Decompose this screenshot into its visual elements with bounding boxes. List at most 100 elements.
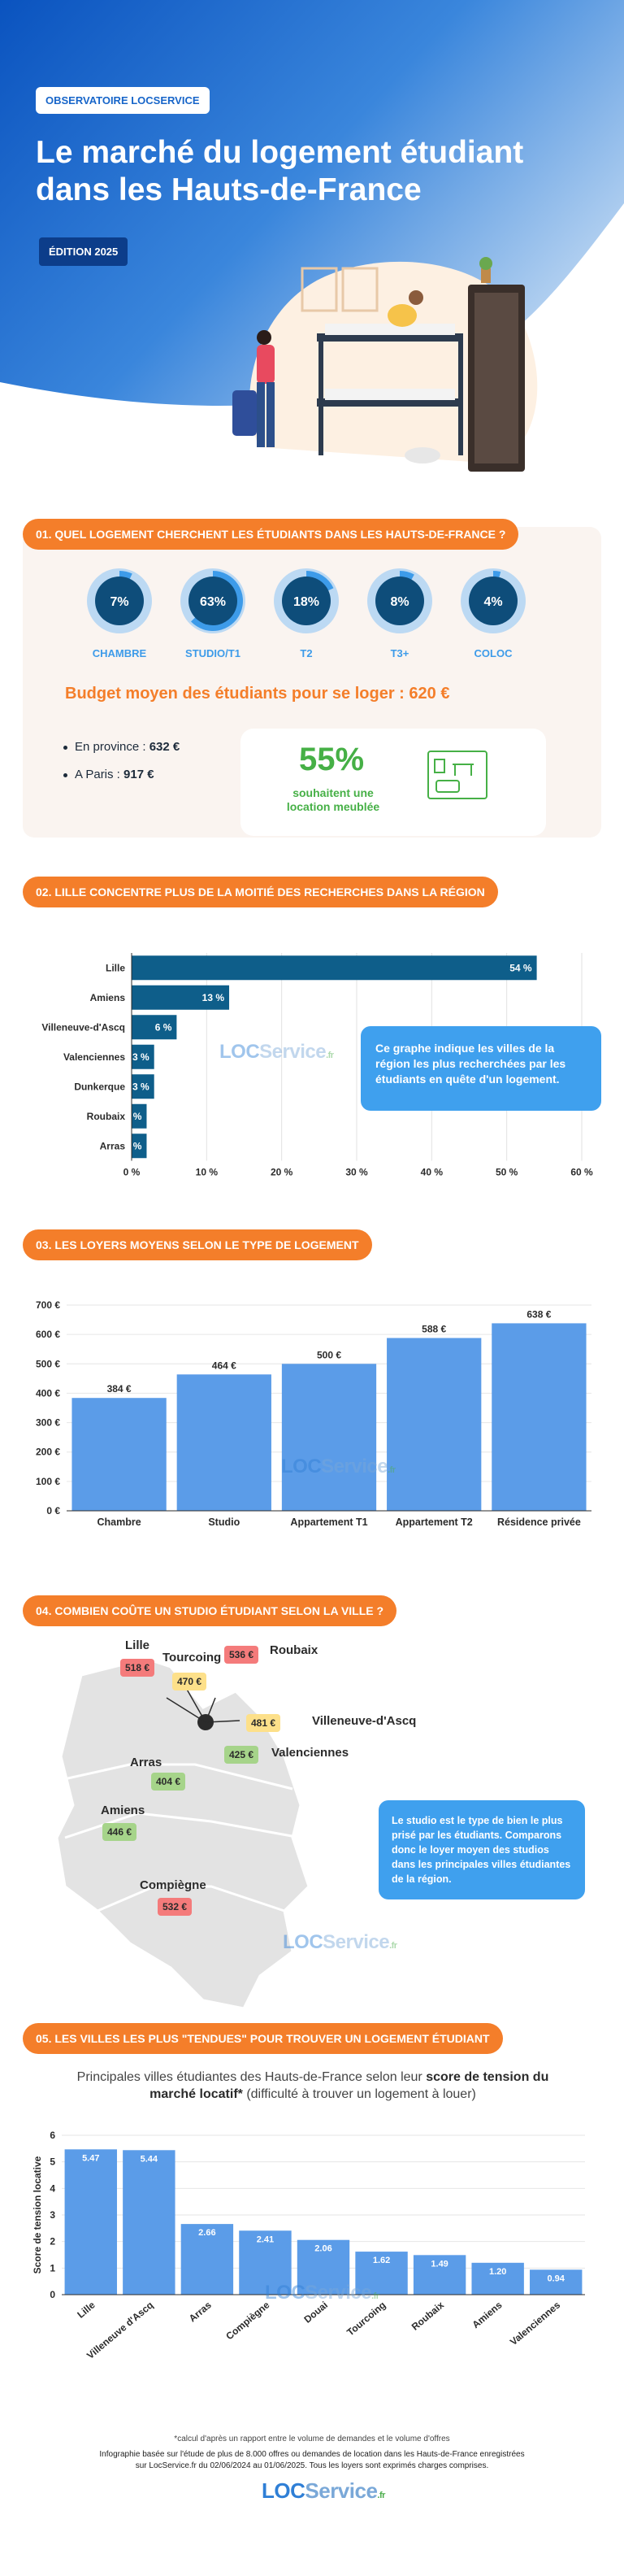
page-title: Le marché du logement étudiant dans les … xyxy=(36,134,604,209)
data-label: 5.44 xyxy=(141,2154,158,2164)
bar xyxy=(281,1364,377,1511)
donut-label: T2 xyxy=(300,647,313,659)
donut-value: 8% xyxy=(390,595,409,609)
bar xyxy=(180,2224,234,2295)
section3-title: 03. LES LOYERS MOYENS SELON LE TYPE DE L… xyxy=(23,1229,372,1260)
map-city-name: Compiègne xyxy=(140,1878,206,1892)
paris-budget: A Paris : 917 € xyxy=(63,768,154,781)
donut-1: 63% xyxy=(180,568,245,633)
bar xyxy=(132,1074,154,1099)
locservice-watermark-4: LOCService.fr xyxy=(265,2282,379,2304)
y-tick-label: 0 € xyxy=(46,1505,60,1516)
section4-callout: Le studio est le type de bien le plus pr… xyxy=(379,1800,585,1899)
data-label: 464 € xyxy=(212,1360,236,1371)
donut-center xyxy=(375,577,424,625)
category-label: Valenciennes xyxy=(63,1051,125,1063)
data-label: 1.20 xyxy=(489,2267,506,2277)
data-label: 1.62 xyxy=(373,2256,390,2265)
category-label: Roubaix xyxy=(87,1111,126,1122)
map-price-tag: 532 € xyxy=(158,1898,193,1916)
data-label: 384 € xyxy=(107,1383,132,1395)
donut-center xyxy=(95,577,144,625)
y-tick-label: 2 xyxy=(50,2236,55,2247)
x-tick-label: 20 % xyxy=(271,1167,293,1178)
map-city-name: Roubaix xyxy=(270,1643,318,1657)
x-tick-label: 50 % xyxy=(496,1167,518,1178)
data-label: 3 % xyxy=(132,1081,150,1092)
y-axis-label: Score de tension locative xyxy=(32,2156,43,2274)
category-label: Studio xyxy=(208,1516,240,1528)
category-label: Amiens xyxy=(90,992,126,1003)
bar xyxy=(176,1374,271,1511)
y-tick-label: 5 xyxy=(50,2156,55,2168)
data-label: 5.47 xyxy=(82,2153,99,2163)
donut-label: COLOC xyxy=(474,647,513,659)
data-label: 638 € xyxy=(526,1308,551,1320)
category-label: Résidence privée xyxy=(497,1516,581,1528)
donut-value: 7% xyxy=(110,595,128,609)
rent-by-type-chart: 0 € 100 € 200 € 300 € 400 € 500 € 600 € 700 € 38… xyxy=(36,1299,592,1528)
donut-3: 8% xyxy=(367,568,432,633)
locservice-watermark: LOCService.fr xyxy=(219,1041,334,1063)
map-price-tag: 446 € xyxy=(102,1823,137,1841)
data-label: 588 € xyxy=(422,1323,446,1334)
locservice-watermark-3: LOCService.fr xyxy=(283,1931,397,1953)
bar xyxy=(132,1015,177,1040)
donut-2: 18% xyxy=(274,568,339,633)
locservice-watermark-2: LOCService.fr xyxy=(281,1456,396,1477)
category-label: Dunkerque xyxy=(74,1081,125,1092)
furnished-text: souhaitent une location meublée xyxy=(286,786,380,813)
bar xyxy=(297,2239,350,2295)
data-label: 2.06 xyxy=(314,2244,332,2254)
footer-line2: sur LocService.fr du 02/06/2024 au 01/06… xyxy=(135,2461,489,2470)
bar xyxy=(471,2262,524,2295)
bar xyxy=(387,1338,482,1511)
category-label: Villeneuve-d'Ascq xyxy=(41,1021,125,1033)
search-share-chart: 0 % 10 % 20 % 30 % 40 % 50 % 60 % Lille 54 % Amie… xyxy=(41,953,593,1178)
category-label: Roubaix xyxy=(410,2299,447,2332)
bar xyxy=(64,2149,117,2295)
data-label: 54 % xyxy=(509,962,532,973)
section1-title: 01. QUEL LOGEMENT CHERCHENT LES ÉTUDIANT… xyxy=(23,519,519,550)
bar xyxy=(132,1134,147,1159)
observatoire-badge: OBSERVATOIRE LOCSERVICE xyxy=(36,87,210,114)
category-label: Arras xyxy=(187,2299,214,2324)
data-label: 500 € xyxy=(317,1349,341,1360)
bar xyxy=(132,1044,154,1069)
section5-subtitle: Principales villes étudiantes des Hauts-… xyxy=(76,2070,549,2101)
province-budget: En province : 632 € xyxy=(63,740,180,754)
data-label: 13 % xyxy=(202,992,225,1003)
data-label: 3 % xyxy=(132,1051,150,1063)
data-label: 1.49 xyxy=(431,2259,448,2269)
donut-value: 18% xyxy=(293,595,319,609)
footer-note: *calcul d'après un rapport entre le volu… xyxy=(174,2435,450,2443)
x-tick-label: 10 % xyxy=(196,1167,219,1178)
page-title-line1: Le marché du logement étudiant xyxy=(36,135,524,170)
donut-label: CHAMBRE xyxy=(92,647,147,659)
page-title-line2: dans les Hauts-de-France xyxy=(36,172,422,207)
bar xyxy=(123,2150,176,2295)
locservice-footer-logo[interactable]: LOCService.fr xyxy=(262,2478,385,2503)
donut-0: 7% xyxy=(87,568,152,633)
category-label: Arras xyxy=(100,1140,126,1151)
donut-4: 4% xyxy=(461,568,526,633)
map-price-tag: 470 € xyxy=(172,1673,207,1690)
bar xyxy=(530,2269,583,2295)
map-city-name: Valenciennes xyxy=(271,1746,349,1760)
y-tick-label: 600 € xyxy=(36,1329,60,1340)
category-label: Lille xyxy=(106,962,125,973)
category-label: Amiens xyxy=(470,2299,504,2330)
y-tick-label: 300 € xyxy=(36,1417,60,1429)
footer-line1: Infographie basée sur l'étude de plus de… xyxy=(99,2450,525,2459)
map-price-tag: 425 € xyxy=(224,1746,259,1764)
x-tick-label: 0 % xyxy=(124,1167,141,1178)
bar xyxy=(413,2255,466,2295)
data-label: 2.41 xyxy=(257,2234,274,2244)
donut-center xyxy=(188,577,237,625)
data-label: 6 % xyxy=(155,1021,172,1033)
data-label: 0.94 xyxy=(548,2274,566,2283)
x-tick-label: 30 % xyxy=(345,1167,368,1178)
y-tick-label: 700 € xyxy=(36,1299,60,1311)
edition-badge: ÉDITION 2025 xyxy=(39,237,128,266)
bar xyxy=(492,1323,587,1511)
